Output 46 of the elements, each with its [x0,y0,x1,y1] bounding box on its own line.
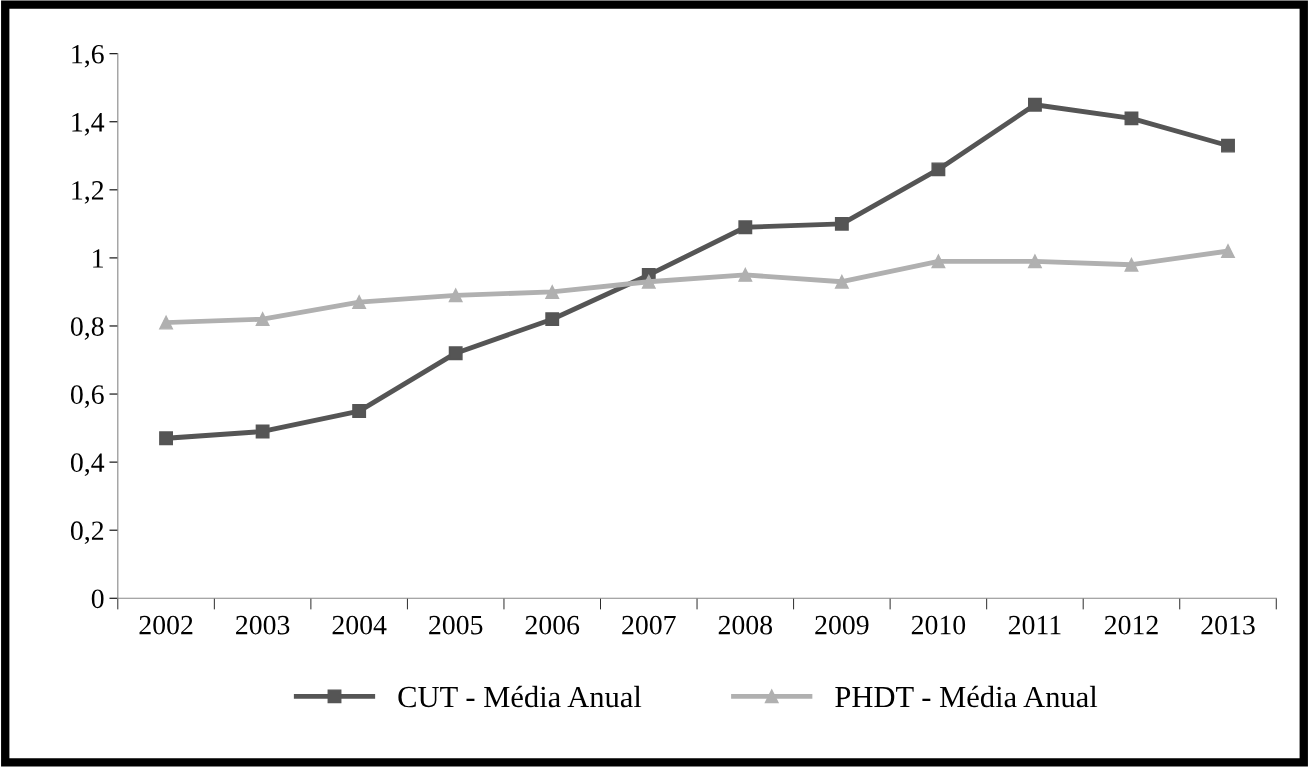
x-tick-label: 2006 [525,615,580,635]
x-tick-label: 2003 [236,615,290,635]
point [255,424,270,439]
point [931,254,946,269]
point [834,216,849,231]
y-tick-label: 1,2 [72,181,104,204]
point [738,220,753,235]
x-tick-label: 2008 [718,615,773,635]
x-tick-label: 2012 [1104,615,1158,635]
x-tick-label: 2004 [332,615,387,635]
x-tick-label: 2005 [429,615,483,635]
point [834,274,849,289]
y-tick-label: 1,6 [72,44,104,68]
legend-label: CUT - Média Anual [398,685,642,708]
y-tick-label: 0,2 [70,521,104,545]
x-tick-label: 2009 [815,615,869,635]
point [1027,97,1042,112]
point [738,267,753,282]
y-tick-label: 0,8 [70,317,104,340]
legend-label: PHDT - Média Anual [835,685,1098,708]
point [159,431,174,446]
point [545,312,560,327]
point [1221,138,1235,153]
x-tick-label: 2013 [1201,615,1255,635]
x-tick-label: 2011 [1008,615,1061,635]
point [448,346,463,361]
point [1124,111,1139,126]
point [641,274,656,289]
y-tick-label: 0,6 [70,385,104,408]
point [352,295,367,310]
y-tick-label: 0,4 [70,453,105,477]
y-tick-label: 1,4 [72,113,105,136]
y-tick-label: 1 [93,249,103,268]
x-tick-label: 2007 [622,615,676,635]
point [448,288,463,303]
point [255,312,270,327]
point [1124,257,1139,272]
point [931,162,946,177]
point [1221,244,1235,259]
point [159,315,174,330]
y-tick-label: 0 [91,589,104,609]
point [1027,254,1042,269]
x-tick-label: 2010 [911,615,966,635]
x-tick-label: 2002 [139,615,193,635]
point [545,284,560,299]
point [352,404,367,419]
